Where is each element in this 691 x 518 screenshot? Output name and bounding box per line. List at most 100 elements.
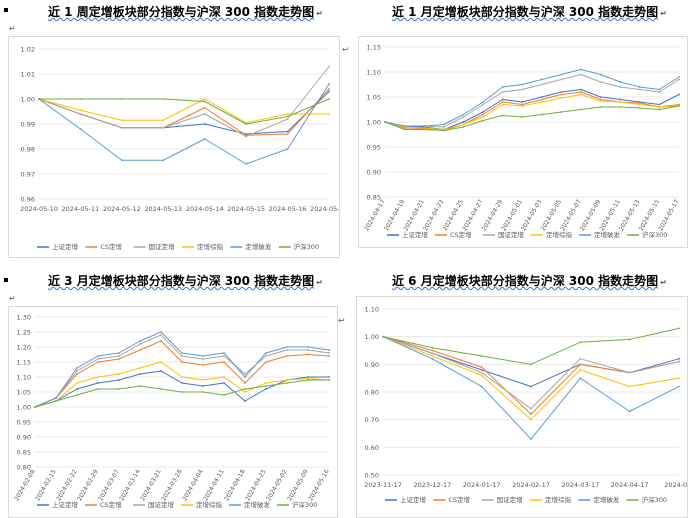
- data-point-cs: [286, 133, 289, 135]
- data-point-pf: [265, 352, 267, 354]
- title-text: 近 1 周定增板块部分指数与沪深 300 指数走势图: [48, 5, 315, 19]
- data-point-zz: [120, 119, 123, 122]
- y-tick-label: 1.02: [21, 46, 35, 54]
- pilcrow-mark: ↵: [316, 278, 323, 287]
- data-point-cs: [307, 353, 309, 356]
- legend-label: 沪深300: [292, 500, 317, 509]
- data-point-zz: [521, 105, 524, 107]
- legend-label: 国证定增: [148, 500, 174, 509]
- y-tick-label: 1.00: [17, 404, 31, 412]
- data-point-gz: [628, 371, 631, 374]
- data-point-cs: [203, 106, 206, 109]
- data-point-zz: [579, 368, 582, 371]
- data-point-zz: [619, 101, 622, 103]
- y-tick-label: 0.85: [17, 449, 31, 457]
- series-line-sz: [38, 91, 330, 135]
- data-point-gz: [245, 135, 248, 138]
- data-point-cs: [482, 113, 484, 116]
- data-point-gz: [678, 78, 680, 81]
- data-point-sz: [530, 385, 532, 388]
- data-point-sz: [328, 376, 330, 378]
- data-point-sz: [462, 121, 465, 123]
- data-point-zz: [244, 391, 246, 393]
- data-point-sz: [286, 130, 289, 133]
- data-point-zz: [628, 385, 631, 388]
- data-point-cs: [76, 373, 78, 375]
- data-point-sz: [658, 103, 661, 106]
- data-point-hs300: [245, 123, 248, 125]
- data-point-pf: [139, 340, 141, 342]
- legend-label: 沪深300: [642, 230, 667, 239]
- data-point-pf: [530, 438, 532, 440]
- series-line-zz: [384, 94, 680, 130]
- data-point-pf: [328, 83, 330, 85]
- data-point-hs300: [482, 119, 484, 122]
- y-tick-label: 1.25: [17, 329, 31, 337]
- data-point-pf: [480, 385, 483, 388]
- series-line-zz: [38, 98, 329, 124]
- data-point-cs: [480, 366, 483, 368]
- data-point-hs300: [521, 116, 524, 118]
- series-line-hs300: [39, 98, 330, 125]
- data-point-cs: [328, 88, 330, 90]
- data-point-sz: [181, 382, 183, 384]
- y-tick-label: 0.90: [17, 434, 31, 442]
- data-point-hs300: [139, 385, 141, 387]
- data-point-sz: [244, 400, 246, 402]
- data-point-zz: [160, 361, 162, 363]
- y-tick-label: 0.80: [17, 464, 31, 472]
- y-tick-label: 1.15: [367, 44, 381, 52]
- y-tick-label: 1.05: [17, 389, 31, 397]
- data-point-hs300: [328, 98, 330, 100]
- data-point-hs300: [638, 107, 641, 109]
- x-tick-label: 2024-02-29: [76, 468, 100, 502]
- data-point-cs: [202, 364, 204, 366]
- x-tick-label: 2024-05-12: [103, 205, 141, 213]
- data-point-gz: [540, 83, 543, 86]
- data-point-pf: [162, 159, 165, 162]
- data-point-pf: [540, 78, 543, 81]
- data-point-zz: [462, 123, 465, 126]
- legend-label: 沪深300: [294, 242, 319, 251]
- data-point-pf: [462, 113, 465, 116]
- data-point-hs300: [501, 114, 504, 117]
- data-point-pf: [245, 163, 248, 165]
- y-tick-label: 1.00: [365, 333, 379, 341]
- data-point-cs: [97, 361, 99, 363]
- series-line-pf: [384, 69, 680, 127]
- chart-panel-6month: 0.50 0.60 0.70 0.80 0.90 1.00 1.10 2023-11-17 20…: [356, 296, 688, 518]
- data-point-sz: [76, 388, 78, 390]
- data-point-gz: [265, 355, 267, 357]
- y-tick-label: 0.50: [365, 472, 379, 480]
- legend-label: 定增综指: [545, 495, 572, 504]
- data-point-pf: [202, 355, 204, 357]
- data-point-pf: [118, 352, 120, 354]
- data-point-gz: [223, 355, 225, 357]
- chart-svg-week: 0.96 0.97 0.98 0.99 1.00 1.01 1.02 2024-05-10 20…: [20, 46, 339, 252]
- y-tick-label: 1.10: [367, 69, 381, 77]
- data-point-pf: [638, 86, 641, 88]
- data-point-gz: [307, 349, 309, 351]
- x-tick-label: 2024-04-18: [223, 468, 247, 502]
- data-point-hs300: [162, 98, 165, 100]
- data-point-zz: [286, 113, 289, 115]
- data-point-zz: [202, 379, 204, 381]
- x-tick-label: 2024-05-09: [286, 468, 310, 502]
- title-text: 近 3 月定增板块部分指数与沪深 300 指数走势图: [48, 274, 315, 288]
- data-point-pf: [431, 357, 434, 360]
- x-tick-label: 2024-05-11: [62, 205, 100, 213]
- data-point-cs: [521, 103, 524, 106]
- x-tick-label: 2024-03-28: [160, 468, 184, 502]
- data-point-pf: [580, 68, 582, 71]
- legend-label: 定增综指: [196, 500, 223, 509]
- data-point-sz: [560, 91, 563, 93]
- series-line-gz: [34, 334, 330, 408]
- data-point-pf: [120, 159, 123, 162]
- data-point-zz: [423, 127, 426, 129]
- x-tick-label: 2024-02-15: [34, 468, 58, 502]
- data-point-sz: [118, 379, 120, 381]
- data-point-zz: [286, 379, 288, 381]
- data-point-sz: [619, 98, 622, 101]
- data-point-gz: [160, 334, 162, 336]
- y-tick-label: 1.30: [17, 314, 31, 322]
